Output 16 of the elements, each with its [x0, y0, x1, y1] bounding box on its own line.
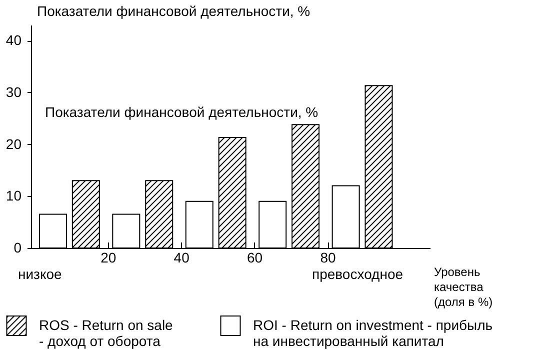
annotation: Показатели финансовой деятельности, %	[45, 104, 318, 120]
x-tick-label: 20	[100, 250, 116, 266]
x-tick-label: 60	[247, 250, 263, 266]
y-tick-label: 0	[14, 240, 22, 256]
y-tick-label: 40	[6, 32, 22, 48]
x-tick-label: 80	[320, 250, 336, 266]
legend-label: ROI - Return on investment - прибыль на инвестированный капитал	[253, 316, 493, 349]
y-axis-title: Показатели финансовой деятельности, %	[37, 3, 310, 19]
x-tick-label: 40	[174, 250, 190, 266]
legend-label: ROS - Return on sale - доход от оборота	[39, 316, 174, 349]
y-tick-label: 10	[6, 188, 22, 204]
y-tick-label: 20	[6, 136, 22, 152]
x-axis-title: Уровень качества (доля в %)	[434, 265, 494, 310]
y-tick-label: 30	[6, 84, 22, 100]
text: низкое	[18, 266, 62, 282]
text: превосходное	[312, 266, 404, 282]
